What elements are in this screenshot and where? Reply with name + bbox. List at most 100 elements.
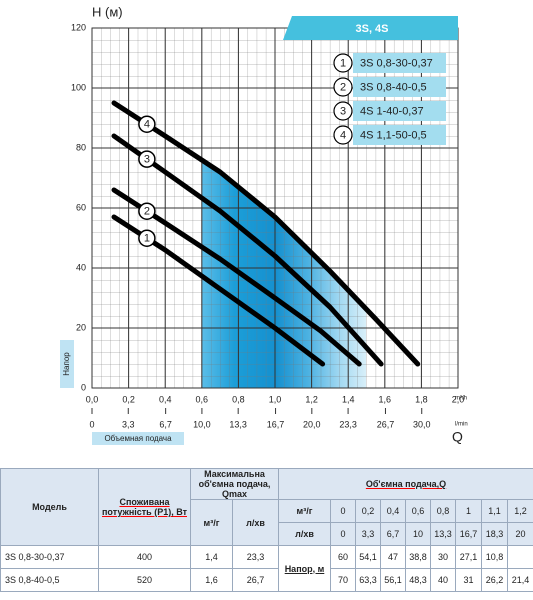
curve bbox=[111, 133, 384, 367]
head-cell: 31 bbox=[455, 568, 482, 592]
legend-marker-label: 1 bbox=[340, 57, 346, 69]
flow-m3-cell: 0 bbox=[330, 499, 356, 523]
power-cell: 400 bbox=[98, 545, 191, 569]
x-tick-label: 0,2 bbox=[122, 394, 135, 404]
flow-l-cell: 20 bbox=[506, 522, 533, 546]
head-cell: 47 bbox=[380, 545, 406, 569]
header-cell: л/хв bbox=[232, 499, 279, 546]
legend-marker-label: 4 bbox=[340, 129, 346, 141]
qmax-l-cell: 23,3 bbox=[232, 545, 279, 569]
x2-tick-label: 10,0 bbox=[193, 419, 211, 429]
curve-marker-label: 4 bbox=[144, 119, 150, 131]
head-cell: 70 bbox=[330, 568, 356, 592]
x-tick-label: 2,0 bbox=[452, 394, 465, 404]
x-tick-label: 1,6 bbox=[379, 394, 392, 404]
flow-m3-cell: 1,1 bbox=[481, 499, 508, 523]
x2-tick-label: 13,3 bbox=[229, 419, 247, 429]
y-tick-label: 60 bbox=[76, 202, 86, 212]
flow-m3-cell: 1,2 bbox=[506, 499, 533, 523]
flow-m3-cell: 0,2 bbox=[355, 499, 381, 523]
curve bbox=[111, 187, 362, 367]
spec-table: Модель Споживана потужність (P1), Вт Макси… bbox=[0, 468, 533, 592]
flow-l-cell: 16,7 bbox=[455, 522, 482, 546]
legend-marker-label: 2 bbox=[340, 81, 346, 93]
legend-label: 3S 0,8-30-0,37 bbox=[360, 57, 433, 69]
badge bbox=[283, 16, 458, 40]
x2-tick-label: 16,7 bbox=[267, 419, 285, 429]
y-tick-label: 20 bbox=[76, 322, 86, 332]
y-tick-label: 100 bbox=[71, 82, 86, 92]
data-row: 3S 0,8-30-0,37 400 1,4 23,3 Напор, м 60 54,1 47… bbox=[0, 545, 533, 592]
x-tick-label: 1,0 bbox=[269, 394, 282, 404]
head-label-cell: Напор, м bbox=[278, 545, 331, 592]
header-cell: м³/г bbox=[190, 499, 233, 546]
y-tick-label: 0 bbox=[81, 382, 86, 392]
x2-tick-label: 30,0 bbox=[413, 419, 431, 429]
x-tick-label: 1,4 bbox=[342, 394, 355, 404]
x-tick-label: 0,0 bbox=[86, 394, 99, 404]
legend-marker bbox=[333, 101, 353, 121]
head-cell: 54,1 bbox=[355, 545, 381, 569]
curve-marker bbox=[138, 115, 156, 133]
flow-m3-cell: 0,4 bbox=[380, 499, 406, 523]
curve-marker-label: 2 bbox=[144, 206, 150, 218]
x2-tick-label: 6,7 bbox=[159, 419, 172, 429]
head-cell: 30 bbox=[430, 545, 456, 569]
x-axis-title: Объемная подача bbox=[104, 434, 172, 443]
empty-cell bbox=[506, 545, 533, 569]
legend-label: 4S 1-40-0,37 bbox=[360, 105, 424, 117]
legend-marker bbox=[333, 125, 353, 145]
y-tick-label: 120 bbox=[71, 22, 86, 32]
legend-box bbox=[353, 101, 446, 121]
flow-l-cell: 0 bbox=[330, 522, 356, 546]
data-row: 3S 0,8-40-0,5 520 1,6 26,7 70 63,3 56,1 48,3 40 3… bbox=[0, 568, 533, 592]
qmax-m3-cell: 1,4 bbox=[190, 545, 233, 569]
head-cell: 10,8 bbox=[481, 545, 508, 569]
x-label: Q bbox=[452, 429, 463, 445]
x-unit: m³/h bbox=[455, 396, 467, 402]
x-tick-label: 1,2 bbox=[305, 394, 318, 404]
y-axis-title: Напор bbox=[62, 352, 71, 376]
curve-marker bbox=[138, 202, 156, 220]
header-cell: Споживана потужність (P1), Вт bbox=[98, 468, 191, 546]
head-cell: 56,1 bbox=[380, 568, 406, 592]
x2-tick-label: 26,7 bbox=[377, 419, 395, 429]
y-axis-title-box bbox=[60, 340, 74, 388]
x2-unit: l/min bbox=[455, 422, 468, 428]
flow-l-cell: 6,7 bbox=[380, 522, 406, 546]
head-cell: 38,8 bbox=[405, 545, 431, 569]
header-cell: Максимальна об'ємна подача, Qmax bbox=[190, 468, 279, 500]
header-row: Модель Споживана потужність (P1), Вт Макси… bbox=[0, 468, 533, 546]
header-cell: Модель bbox=[0, 468, 99, 546]
curves: 1 2 3 4 bbox=[111, 100, 421, 367]
x-axis-title-box bbox=[92, 432, 184, 445]
legend: 1 3S 0,8-30-0,37 2 3S 0,8-40-0,5 3 4S 1-40-0,… bbox=[333, 53, 446, 145]
x2-tick-label: 23,3 bbox=[339, 419, 357, 429]
legend-marker-label: 3 bbox=[340, 105, 346, 117]
x-tick-label: 0,8 bbox=[232, 394, 245, 404]
head-cell: 27,1 bbox=[455, 545, 482, 569]
flow-l-cell: 10 bbox=[405, 522, 431, 546]
curve-marker bbox=[138, 229, 156, 247]
legend-marker bbox=[333, 77, 353, 97]
x2-tick-label: 3,3 bbox=[122, 419, 135, 429]
flow-m3-cell: 1 bbox=[455, 499, 482, 523]
y-tick-label: 80 bbox=[76, 142, 86, 152]
qmax-l-cell: 26,7 bbox=[232, 568, 279, 592]
x-tick-label: 0,4 bbox=[159, 394, 172, 404]
flow-l-cell: 18,3 bbox=[481, 522, 508, 546]
badge-text: 3S, 4S bbox=[355, 23, 388, 35]
y-tick-label: 40 bbox=[76, 262, 86, 272]
qmax-m3-cell: 1,6 bbox=[190, 568, 233, 592]
legend-box bbox=[353, 77, 446, 97]
x2-tick-label: 0 bbox=[89, 419, 94, 429]
power-cell: 520 bbox=[98, 568, 191, 592]
head-cell: 63,3 bbox=[355, 568, 381, 592]
curve-marker-label: 3 bbox=[144, 154, 150, 166]
head-cell: 21,4 bbox=[506, 568, 533, 592]
curve-marker-label: 1 bbox=[144, 233, 150, 245]
head-cell: 40 bbox=[430, 568, 456, 592]
